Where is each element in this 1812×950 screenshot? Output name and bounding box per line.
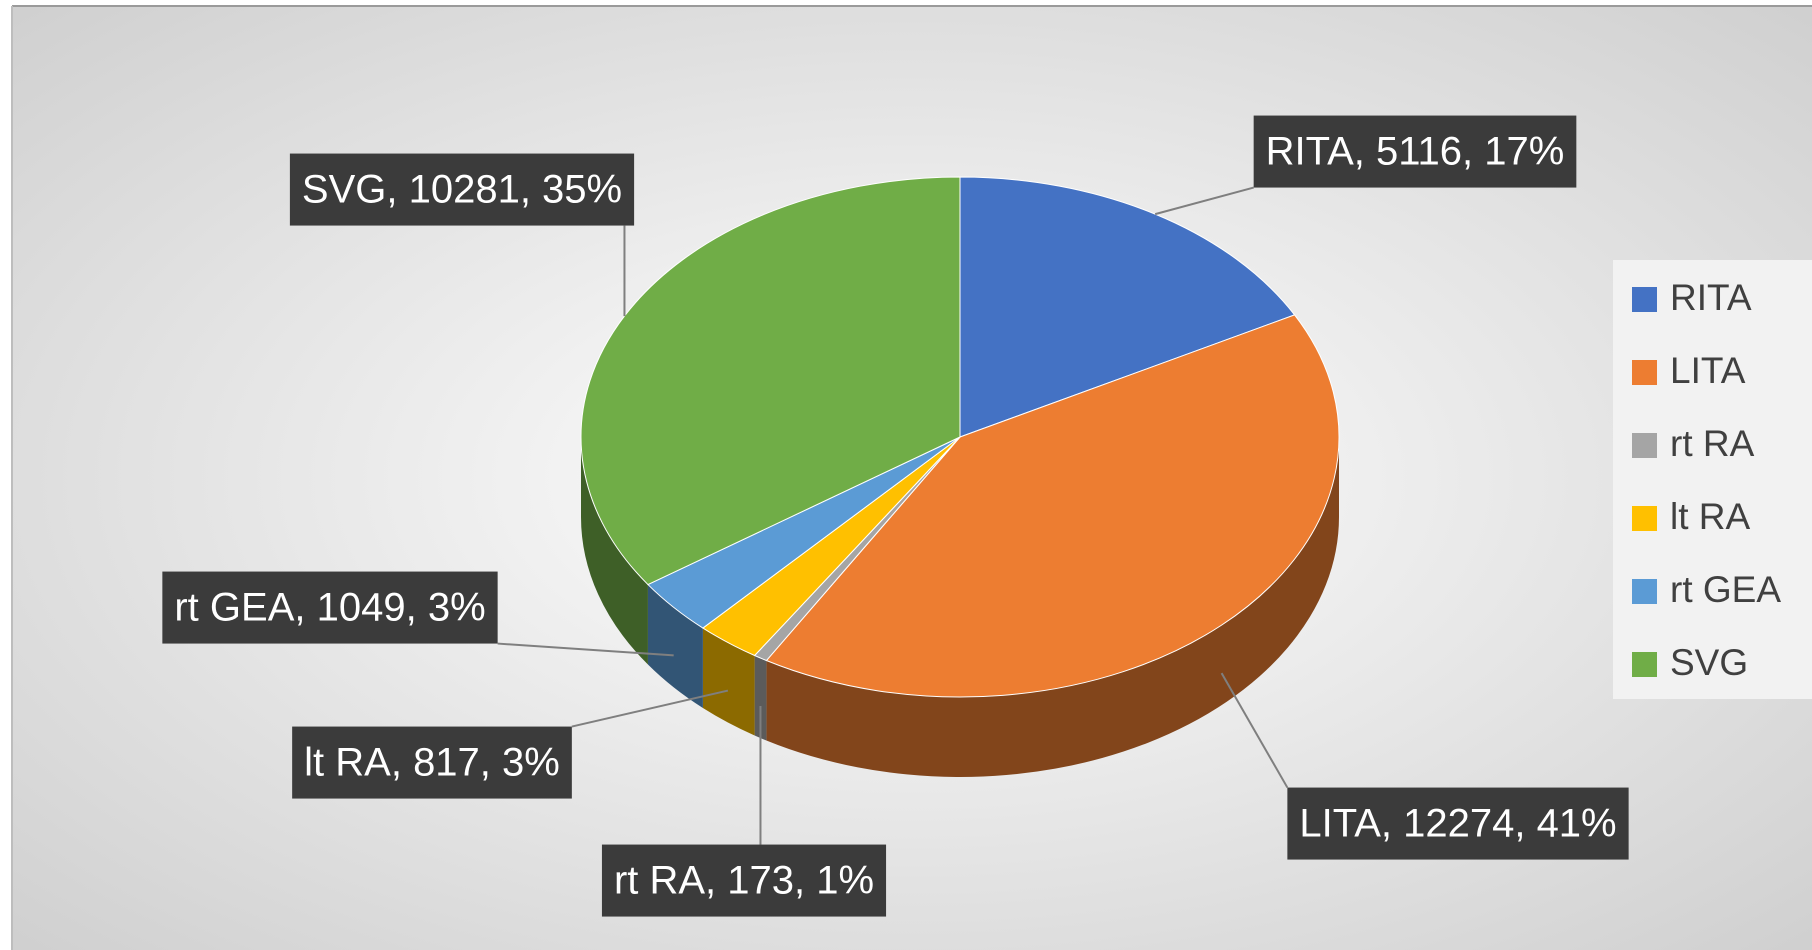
pie-side [581,437,648,665]
pie-slice [580,176,961,586]
legend-label: RITA [1670,277,1752,318]
data-label-box [292,726,572,799]
legend-label: lt RA [1670,496,1751,537]
legend-swatch [1632,579,1657,604]
pie-slice [765,314,1340,698]
data-label-text: LITA, 12274, 41% [1299,802,1616,846]
data-label: rt RA, 173, 1% [601,706,887,917]
data-label-box [1253,115,1577,188]
data-label: lt RA, 817, 3% [292,689,729,799]
pie-side [766,437,1339,777]
legend-label: rt GEA [1670,569,1781,610]
legend-swatch [1632,360,1657,385]
data-label-box [162,571,498,644]
pie-side [754,655,767,741]
data-label-box [289,153,635,226]
legend-box [1613,260,1812,699]
legend-swatch [1632,433,1657,458]
legend-label: rt RA [1670,423,1755,464]
leader-line [497,642,674,657]
data-label: LITA, 12274, 41% [1220,672,1629,860]
leader-line [571,689,729,728]
legend-label: SVG [1670,642,1748,683]
data-label-text: SVG, 10281, 35% [302,168,622,212]
data-label-box [601,844,887,917]
data-label-box [1287,787,1629,860]
data-label-text: rt GEA, 1049, 3% [174,586,485,630]
legend-swatch [1632,506,1657,531]
data-label: rt GEA, 1049, 3% [162,571,674,657]
data-label: SVG, 10281, 35% [289,153,635,317]
data-label-text: rt RA, 173, 1% [614,859,874,903]
data-label-text: lt RA, 817, 3% [304,741,560,785]
pie-side [702,628,755,736]
leader-line [1154,186,1254,216]
data-label: RITA, 5116, 17% [1154,115,1577,216]
leader-line [1220,672,1289,789]
pie-side [647,584,703,709]
legend-label: LITA [1670,350,1746,391]
legend-swatch [1632,287,1657,312]
legend-swatch [1632,652,1657,677]
data-label-text: RITA, 5116, 17% [1266,130,1565,174]
